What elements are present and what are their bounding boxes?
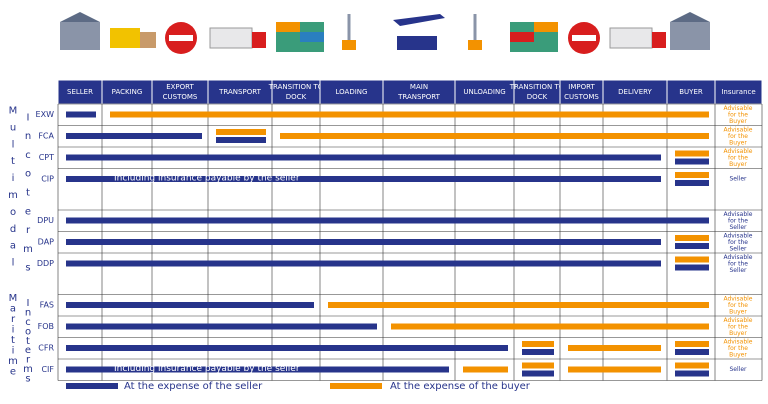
- incoterm-code: CIF: [41, 365, 54, 374]
- seller-bar: [66, 366, 449, 373]
- buyer-bar: [328, 302, 709, 308]
- legend-swatch: [66, 383, 118, 389]
- icons: [60, 12, 710, 54]
- incoterm-code: DPU: [37, 216, 54, 225]
- incoterm-code: FCA: [38, 132, 54, 141]
- buyer-bar: [675, 256, 709, 263]
- header-label: DELIVERY: [618, 88, 652, 96]
- seller-bar: [66, 133, 202, 139]
- insurance-label: Advisable for the Buyer: [724, 126, 753, 146]
- buyer-bar: [675, 172, 709, 178]
- buyer-bar: [675, 341, 709, 347]
- header-label: TRANSITION TO DOCK: [268, 83, 324, 101]
- header-label: LOADING: [336, 88, 368, 96]
- seller-bar: [66, 154, 661, 161]
- insurance-label: Advisable for the Seller: [724, 211, 753, 231]
- legend-label: At the expense of the seller: [124, 381, 263, 392]
- buyer-bar: [110, 111, 709, 118]
- header-label: Insurance: [721, 88, 755, 96]
- seller-bar: [675, 180, 709, 186]
- insurance-label: Advisable for the Buyer: [724, 105, 753, 125]
- header-cell: [101, 79, 153, 105]
- seller-bar: [522, 349, 554, 355]
- incoterm-code: DDP: [37, 259, 54, 268]
- header-cell: [57, 79, 103, 105]
- insurance-label: Advisable for the Buyer: [724, 338, 753, 358]
- header-cell: [454, 79, 515, 105]
- seller-bar: [675, 158, 709, 165]
- header-cell: [602, 79, 668, 105]
- header-cell: [714, 79, 763, 105]
- legend-swatch: [330, 383, 382, 389]
- header-cell: [207, 79, 273, 105]
- header-label: IMPORT CUSTOMS: [564, 83, 599, 101]
- insurance-label: Seller: [730, 366, 748, 373]
- buyer-bar: [675, 150, 709, 157]
- insurance-label: Advisable for the Seller: [724, 254, 753, 274]
- seller-bar: [675, 349, 709, 355]
- header-label: UNLOADING: [463, 88, 505, 96]
- buyer-bar: [522, 362, 554, 369]
- seller-bar: [216, 137, 266, 143]
- seller-bar: [675, 243, 709, 249]
- incoterm-code: CIP: [41, 175, 54, 184]
- legend-label: At the expense of the buyer: [390, 381, 531, 392]
- incoterm-code: EXW: [36, 110, 55, 119]
- header-cell: [559, 79, 604, 105]
- header-label: MAIN TRANSPORT: [397, 83, 440, 101]
- header-label: TRANSPORT: [218, 88, 261, 96]
- incoterm-code: CFR: [38, 344, 54, 353]
- header-cell: [666, 79, 716, 105]
- insurance-label: Advisable for the Buyer: [724, 317, 753, 337]
- seller-bar: [66, 111, 96, 118]
- seller-bar: [66, 345, 508, 351]
- insurance-label: Advisable for the Seller: [724, 232, 753, 252]
- header-label: SELLER: [67, 88, 93, 96]
- buyer-bar: [522, 341, 554, 347]
- seller-bar: [66, 217, 709, 224]
- incoterm-code: DAP: [38, 238, 54, 247]
- seller-bar: [66, 260, 661, 267]
- buyer-bar: [463, 366, 508, 373]
- seller-bar: [66, 323, 377, 330]
- buyer-bar: [280, 133, 709, 139]
- buyer-bar: [216, 129, 266, 135]
- insurance-label: Advisable for the Buyer: [724, 148, 753, 168]
- insurance-note: Including insurance payable by the selle…: [114, 364, 300, 374]
- incoterm-code: FOB: [38, 322, 54, 331]
- seller-bar: [675, 264, 709, 271]
- insurance-note: Including insurance payable by the selle…: [114, 174, 300, 184]
- buyer-bar: [675, 362, 709, 369]
- seller-bar: [66, 176, 661, 182]
- seller-bar: [675, 370, 709, 377]
- insurance-label: Advisable for the Buyer: [724, 295, 753, 315]
- buyer-bar: [568, 366, 661, 373]
- header-label: PACKING: [112, 88, 143, 96]
- seller-bar: [522, 370, 554, 377]
- incoterm-code: CPT: [39, 153, 54, 162]
- header-label: EXPORT CUSTOMS: [163, 83, 198, 101]
- header-label: TRANSITION TO DOCK: [509, 83, 565, 101]
- header-label: BUYER: [679, 88, 703, 96]
- insurance-label: Seller: [730, 176, 748, 183]
- buyer-bar: [568, 345, 661, 351]
- buyer-bar: [391, 323, 709, 330]
- seller-bar: [66, 239, 661, 245]
- incoterm-code: FAS: [40, 301, 54, 310]
- buyer-bar: [675, 235, 709, 241]
- seller-bar: [66, 302, 314, 308]
